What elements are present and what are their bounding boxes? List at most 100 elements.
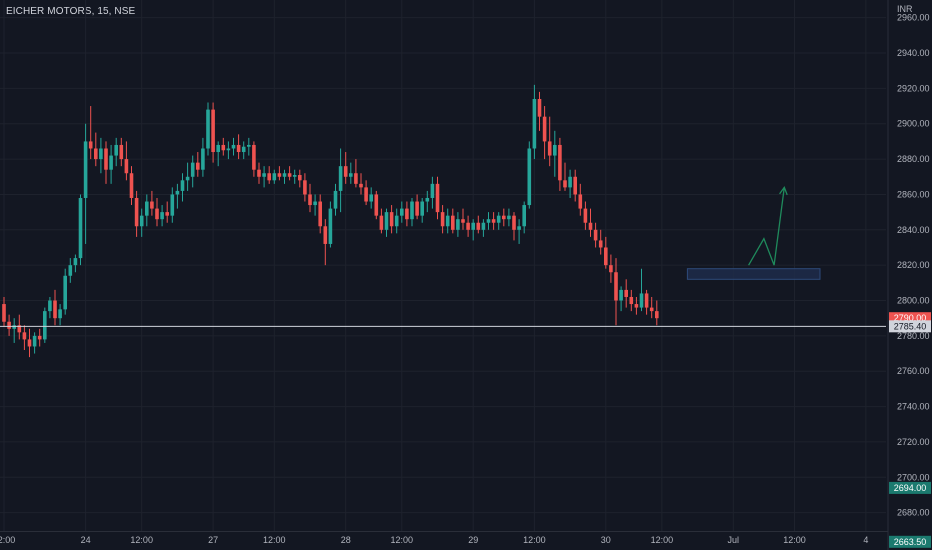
time-tick-label: 12:00 [130,535,153,545]
candle-body [527,148,532,206]
candle-body [471,222,475,230]
time-tick-label: 12:00 [263,535,286,545]
candle-body [598,240,603,248]
candle-body [308,194,312,206]
price-tick-label: 2740.00 [897,402,930,412]
candle-body [257,169,261,177]
candle-body [313,201,317,206]
currency-label: INR [897,4,913,14]
candle-body [221,144,226,151]
candle-body [247,144,251,147]
candle-body [639,293,644,308]
candle-body [644,293,649,308]
price-tick-label: 2900.00 [897,119,930,129]
candle-body [440,212,445,227]
candle-body [354,173,358,184]
candle-body [282,173,287,177]
price-tick-label: 2680.00 [897,508,930,518]
candle-body [32,335,37,347]
price-tick-label: 2920.00 [897,83,930,93]
candle-body [211,109,215,153]
candle-body [578,194,583,209]
candle-body [547,141,552,156]
candle-body [359,183,363,188]
candle-body [216,144,220,153]
candle-body [507,215,511,220]
candle-body [180,180,185,191]
candle-body [145,201,149,216]
time-tick-label: 12:00 [391,535,414,545]
price-tag-label: 2785.40 [894,321,927,331]
candle-body [94,148,98,160]
candle-body [303,180,307,195]
candle-body [267,173,271,181]
time-tick-label: 29 [468,535,478,545]
candle-body [634,304,639,308]
candle-body [170,194,175,216]
price-tag-label: 2663.50 [894,537,927,547]
candle-body [425,197,430,202]
candle-body [27,339,32,347]
price-tag-label: 2790.00 [894,313,927,323]
candle-body [624,289,628,297]
candle-body [649,307,654,312]
candle-body [99,148,103,160]
candle-body [129,173,134,198]
candle-body [415,201,419,216]
candle-body [430,183,435,198]
candle-body [78,197,83,259]
price-tick-label: 2860.00 [897,189,930,199]
candle-body [150,201,154,209]
candle-body [553,144,557,156]
candle-body [461,219,465,223]
candle-body [379,215,384,230]
candle-body [517,226,521,230]
candle-body [563,180,567,188]
candle-body [12,325,16,329]
candle-body [338,166,343,191]
price-tag-label: 2694.00 [894,483,927,493]
candle-body [374,194,379,216]
candle-body [104,148,108,170]
candle-body [272,173,277,181]
candle-body [466,222,470,230]
candle-body [604,247,608,266]
candle-body [384,212,389,230]
candle-body [558,144,562,181]
candle-body [486,219,491,223]
candle-body [160,212,164,220]
candle-body [323,226,328,244]
candle-body [298,175,302,181]
price-tag-bg [889,481,931,494]
time-tick-label: 12:00 [523,535,546,545]
candle-body [22,332,27,340]
candle-body [196,162,200,170]
candle-body [165,212,169,216]
candle-body [456,219,460,230]
candle-body [155,208,159,220]
time-tick-label: 28 [341,535,351,545]
candle-body [496,215,501,223]
time-tick-label: 27 [208,535,218,545]
price-tick-label: 2880.00 [897,154,930,164]
candle-body [593,229,598,241]
candle-body [124,159,129,174]
candle-body [43,311,47,340]
price-tag-bg [889,535,931,548]
candle-body [83,141,88,198]
candle-body [364,187,368,202]
candle-body [410,201,414,220]
candle-body [481,222,486,230]
candle-body [277,173,282,177]
symbol-title: EICHER MOTORS, 15, NSE [6,6,136,17]
price-tick-label: 2760.00 [897,366,930,376]
candle-body [328,208,333,244]
candle-body [619,289,623,301]
candle-body [629,296,634,305]
candle-body [17,325,22,333]
candle-body [405,208,409,220]
candle-body [476,222,481,230]
candle-body [53,300,57,319]
